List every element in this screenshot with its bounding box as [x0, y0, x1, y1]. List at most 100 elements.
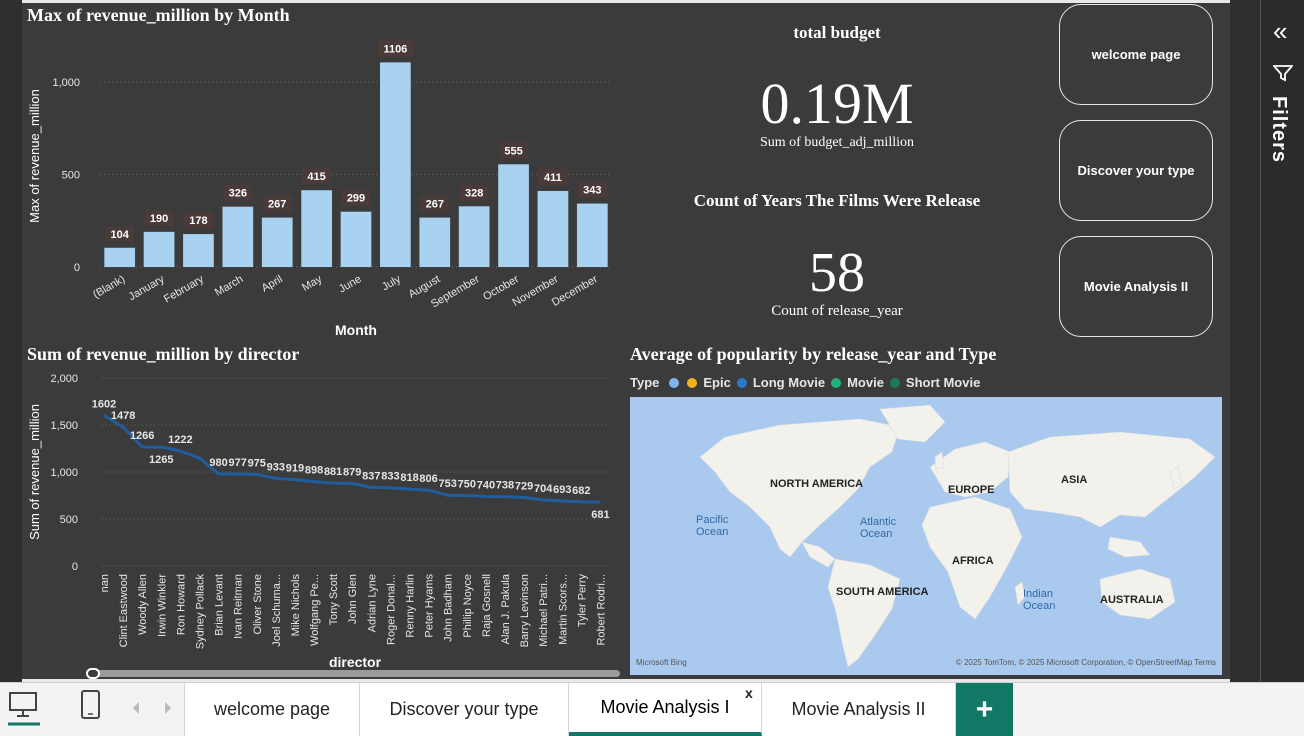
data-label: 328	[465, 187, 483, 199]
bar	[104, 247, 136, 267]
left-margin	[0, 0, 22, 682]
add-page-button[interactable]: +	[956, 683, 1013, 736]
data-label-bg	[538, 168, 568, 185]
x-tick-label: Wolfgang Pe...	[309, 574, 321, 646]
x-tick-label: John Glen	[347, 574, 359, 624]
data-label: 729	[515, 480, 533, 492]
data-label: 1602	[92, 398, 116, 410]
filters-pane[interactable]: « Filters	[1260, 0, 1304, 682]
filter-icon	[1273, 65, 1293, 82]
data-label: 682	[572, 485, 590, 497]
line-chart[interactable]: 0 500 1,000 1,500 2,000 Sum of revenue_millio…	[22, 365, 622, 671]
x-tick-label: May	[300, 273, 324, 294]
page-tab-bar: welcome page Discover your type Movie An…	[0, 682, 1304, 736]
close-tab-icon[interactable]: x	[745, 685, 753, 701]
data-label: 1478	[111, 410, 135, 422]
legend-dot	[687, 377, 698, 388]
x-tick-label: March	[213, 273, 245, 299]
map-title: Average of popularity by release_year an…	[630, 344, 997, 364]
x-tick-label: Mike Nichols	[290, 574, 302, 637]
bar	[537, 190, 569, 267]
continent-north-america: NORTH AMERICA	[770, 478, 863, 490]
legend-item-long-movie[interactable]: Long Movie	[752, 375, 826, 390]
bar	[458, 206, 490, 267]
data-label-bg	[302, 168, 332, 185]
tab-scroll-right-icon[interactable]	[162, 701, 174, 715]
x-tick-label: Clint Eastwood	[118, 574, 130, 647]
legend-dot	[889, 377, 900, 388]
data-label: 881	[324, 466, 342, 478]
data-label: 919	[286, 463, 304, 475]
x-tick-label: John Badham	[443, 574, 455, 642]
scrollbar-thumb[interactable]	[86, 668, 100, 679]
chart-scrollbar[interactable]	[88, 670, 620, 677]
x-tick-label: Raja Gosnell	[481, 574, 493, 637]
series-line	[103, 414, 601, 504]
y-tick-label: 500	[62, 170, 80, 182]
continent-africa: AFRICA	[952, 555, 994, 567]
data-label-bg	[105, 225, 135, 242]
legend-item-short-movie[interactable]: Short Movie	[905, 375, 981, 390]
desktop-view-icon[interactable]	[8, 691, 40, 727]
data-label: 190	[150, 213, 168, 225]
y-tick-label: 0	[72, 561, 78, 573]
tab-movie-analysis-ii[interactable]: Movie Analysis II	[762, 683, 956, 736]
collapse-pane-icon[interactable]: «	[1273, 16, 1288, 46]
x-tick-label: Adrian Lyne	[366, 574, 378, 632]
x-tick-label: Ron Howard	[175, 574, 187, 635]
legend-dot	[736, 377, 747, 388]
bar-chart-title: Max of revenue_million by Month	[27, 5, 290, 25]
x-tick-label: Peter Hyams	[424, 574, 436, 638]
report-page: Max of revenue_million by Month 0 500 1,00…	[22, 3, 1230, 679]
data-label: 837	[362, 470, 380, 482]
bar	[183, 234, 214, 267]
continent-europe: EUROPE	[948, 484, 994, 496]
movie-analysis-ii-button[interactable]: Movie Analysis II	[1059, 236, 1213, 337]
bar	[419, 217, 451, 267]
ocean-indian: Indian Ocean	[1023, 588, 1055, 612]
data-label: 704	[534, 483, 553, 495]
tab-discover-your-type[interactable]: Discover your type	[360, 683, 569, 736]
data-label: 1106	[383, 43, 407, 55]
y-tick-label: 1,000	[50, 467, 78, 479]
world-map[interactable]: NORTH AMERICA EUROPE ASIA AFRICA SOUTH A…	[630, 397, 1222, 675]
x-tick-label: Roger Donal...	[385, 574, 397, 645]
continent-asia: ASIA	[1061, 474, 1087, 486]
tab-movie-analysis-i[interactable]: Movie Analysis I	[569, 683, 762, 736]
bar-chart[interactable]: 0 500 1,000 Max of revenue_million 104 (Blank…	[22, 31, 622, 343]
mobile-view-icon[interactable]	[80, 689, 102, 721]
bar	[222, 206, 254, 267]
x-tick-label: Woody Allen	[137, 574, 149, 635]
map-copyright[interactable]: © 2025 TomTom, © 2025 Microsoft Corporat…	[956, 658, 1216, 667]
legend-item-movie[interactable]: Movie	[847, 375, 884, 390]
years-card-title: Count of Years The Films Were Release	[693, 191, 981, 210]
data-label: 753	[439, 478, 457, 490]
y-tick-label: 0	[74, 262, 80, 274]
data-label: 343	[583, 185, 601, 197]
data-label: 933	[267, 461, 285, 473]
tab-welcome-page[interactable]: welcome page	[184, 683, 360, 736]
legend-title: Type	[630, 375, 660, 390]
tab-scroll-left-icon[interactable]	[130, 701, 142, 715]
x-tick-label: June	[337, 273, 364, 295]
y-tick-label: 500	[60, 514, 78, 526]
right-margin	[1230, 0, 1260, 682]
discover-your-type-button[interactable]: Discover your type	[1059, 120, 1213, 221]
legend-item-epic[interactable]: Epic	[703, 375, 731, 390]
data-label: 326	[229, 188, 247, 200]
x-tick-label: Barry Levinson	[519, 574, 531, 647]
x-axis-label: director	[329, 654, 382, 670]
data-label-bg	[183, 212, 213, 229]
data-label-bg	[341, 189, 371, 206]
data-label: 818	[400, 472, 418, 484]
bar	[498, 164, 529, 267]
bar	[380, 62, 411, 267]
filters-label[interactable]: Filters	[1268, 96, 1290, 164]
tab-label: Movie Analysis I	[600, 697, 730, 717]
data-label-bg	[420, 195, 450, 212]
welcome-page-button[interactable]: welcome page	[1059, 4, 1213, 105]
bar	[261, 217, 293, 267]
years-card-value: 58	[809, 242, 865, 304]
data-label: 681	[591, 509, 609, 521]
data-label-bg	[377, 40, 414, 57]
